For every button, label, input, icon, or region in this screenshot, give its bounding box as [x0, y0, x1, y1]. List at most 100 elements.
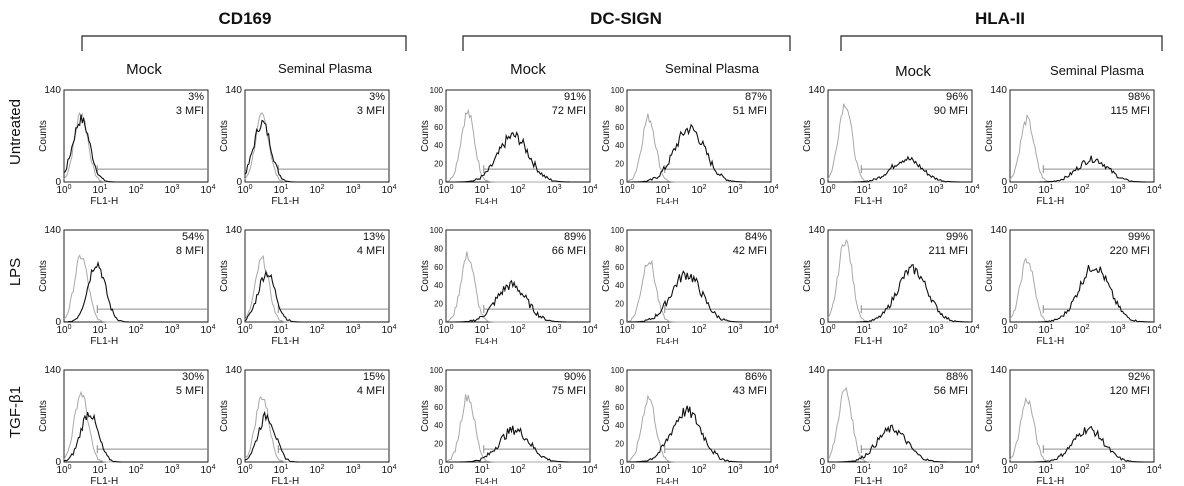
x-tick-label: 101	[273, 184, 288, 196]
x-tick-label: 102	[691, 184, 706, 196]
x-tick-label: 100	[237, 184, 252, 196]
condition-label-dcsign-seminal: Seminal Plasma	[665, 61, 760, 76]
plot-frame	[827, 89, 973, 183]
percent-label: 84%	[745, 231, 767, 243]
y-tick-label: 80	[434, 104, 443, 113]
x-tick-label: 100	[438, 464, 453, 476]
x-tick-label: 104	[200, 324, 215, 336]
control-histogram	[626, 394, 771, 463]
sample-histogram	[828, 264, 972, 323]
plot-frame	[1009, 229, 1155, 323]
mfi-label: 90 MFI	[934, 105, 968, 117]
sample-histogram	[446, 131, 590, 183]
x-axis-label: FL4-H	[475, 197, 497, 206]
marker-title-hla: HLA-II	[975, 9, 1025, 28]
y-axis-label: Counts	[219, 400, 230, 432]
control-histogram	[63, 254, 208, 323]
sample-histogram	[446, 425, 590, 463]
x-axis-label: FL1-H	[90, 476, 118, 486]
x-tick-label: 101	[856, 184, 871, 196]
x-tick-label: 100	[619, 324, 634, 336]
sample-histogram	[63, 114, 208, 183]
condition-label-cd169-mock: Mock	[126, 61, 162, 78]
y-tick-label: 140	[990, 85, 1007, 96]
control-histogram	[827, 238, 972, 323]
row-label-lps: LPS	[7, 258, 24, 286]
x-tick-label: 101	[273, 464, 288, 476]
y-tick-label: 0	[620, 458, 625, 467]
x-tick-label: 102	[691, 324, 706, 336]
y-tick-label: 100	[430, 86, 444, 95]
percent-label: 92%	[1128, 371, 1150, 383]
sample-histogram	[244, 410, 389, 463]
x-tick-label: 103	[928, 184, 943, 196]
plot-frame	[244, 89, 390, 183]
x-tick-label: 102	[309, 464, 324, 476]
x-axis-label: FL1-H	[1036, 196, 1064, 207]
bracket-dcsign	[462, 35, 791, 51]
control-histogram	[1009, 113, 1154, 183]
plot-frame	[63, 229, 209, 323]
x-tick-label: 102	[128, 464, 143, 476]
x-tick-label: 101	[1038, 464, 1053, 476]
x-tick-label: 103	[1110, 464, 1125, 476]
mfi-label: 72 MFI	[552, 105, 586, 117]
x-tick-label: 104	[200, 464, 215, 476]
x-tick-label: 103	[1110, 324, 1125, 336]
panel-hla-ii-seminal-plasma-untreated: Counts 0 140 100 101 102 103 104 FL1-H 98% 115 MFI	[984, 85, 1162, 207]
y-tick-label: 100	[611, 86, 625, 95]
y-tick-label: 60	[615, 123, 624, 132]
x-axis-label: FL1-H	[854, 476, 882, 486]
x-tick-label: 101	[856, 324, 871, 336]
y-tick-label: 20	[615, 160, 624, 169]
x-tick-label: 100	[56, 464, 71, 476]
gate-marker	[277, 305, 389, 314]
y-tick-label: 140	[44, 365, 61, 376]
mfi-label: 115 MFI	[1110, 105, 1150, 117]
panel-dc-sign-mock-lps: Counts 0 20 40 60 80 100 100 101 102 103 104 FL4-H 89…	[420, 226, 598, 346]
y-tick-label: 140	[44, 85, 61, 96]
gate-marker	[1042, 305, 1154, 314]
x-tick-label: 100	[1002, 184, 1017, 196]
x-tick-label: 103	[345, 324, 360, 336]
mfi-label: 4 MFI	[357, 385, 385, 397]
percent-label: 13%	[363, 231, 385, 243]
y-tick-label: 0	[439, 458, 444, 467]
y-tick-label: 0	[1001, 457, 1007, 468]
x-tick-label: 101	[92, 184, 107, 196]
x-tick-label: 103	[1110, 184, 1125, 196]
x-tick-label: 101	[92, 324, 107, 336]
x-tick-label: 103	[727, 464, 742, 476]
x-tick-label: 104	[200, 184, 215, 196]
sample-histogram	[244, 119, 389, 183]
y-tick-label: 20	[615, 300, 624, 309]
mfi-label: 66 MFI	[552, 245, 586, 257]
condition-label-hla-mock: Mock	[895, 63, 931, 80]
sample-histogram	[446, 279, 590, 323]
percent-label: 87%	[745, 91, 767, 103]
y-axis-label: Counts	[984, 120, 995, 152]
mfi-label: 5 MFI	[176, 385, 204, 397]
y-tick-label: 0	[55, 177, 61, 188]
panel-dc-sign-seminal-plasma-untreated: Counts 0 20 40 60 80 100 100 101 102 103 104 FL4-H 87…	[601, 86, 779, 206]
x-tick-label: 103	[345, 464, 360, 476]
x-tick-label: 102	[892, 184, 907, 196]
plot-frame	[445, 229, 591, 323]
x-tick-label: 100	[438, 184, 453, 196]
plot-frame	[63, 369, 209, 463]
control-histogram	[244, 112, 389, 183]
x-tick-label: 101	[856, 464, 871, 476]
x-axis-label: FL1-H	[1036, 336, 1064, 347]
y-tick-label: 20	[434, 440, 443, 449]
x-axis-label: FL4-H	[475, 477, 497, 486]
gate-marker	[664, 445, 771, 454]
control-histogram	[626, 113, 771, 183]
sample-histogram	[244, 269, 389, 323]
y-axis-label: Counts	[38, 120, 49, 152]
plot-frame	[827, 369, 973, 463]
x-tick-label: 104	[582, 324, 597, 336]
y-tick-label: 0	[819, 177, 825, 188]
control-histogram	[626, 259, 771, 323]
mfi-label: 3 MFI	[176, 105, 204, 117]
